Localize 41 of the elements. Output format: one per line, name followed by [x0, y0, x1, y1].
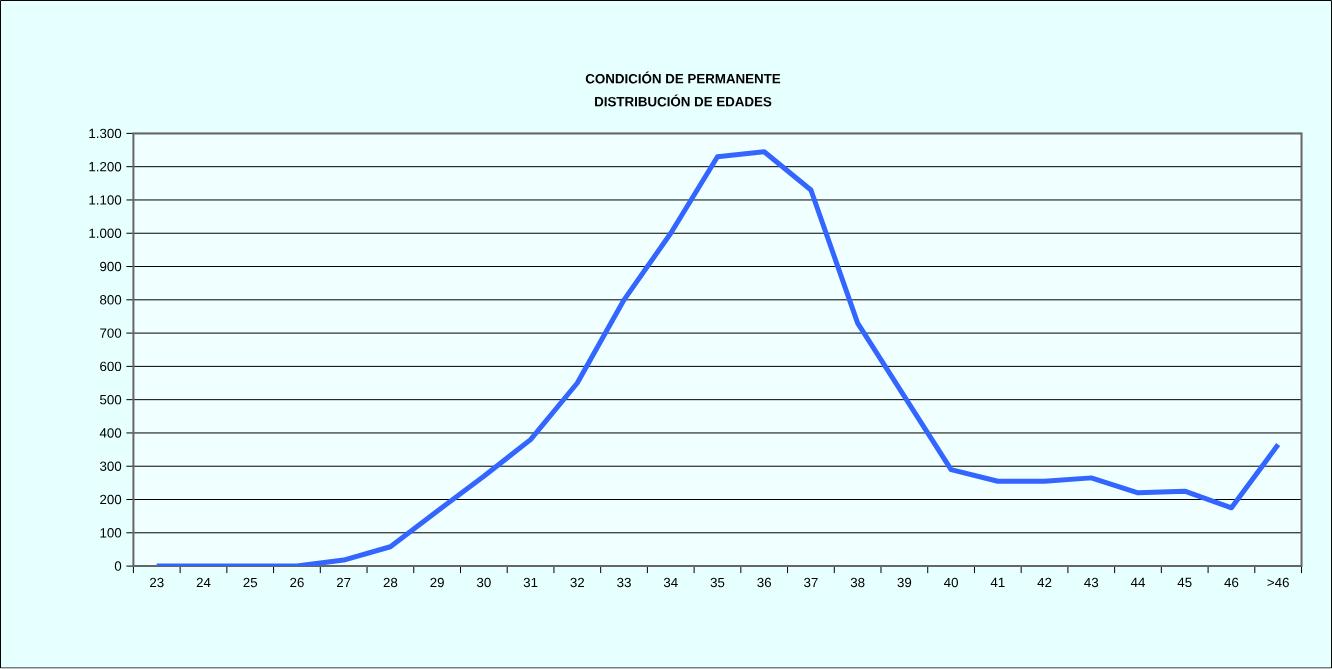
- y-tick-label: 200: [100, 495, 122, 505]
- chart-title: CONDICIÓN DE PERMANENTE: [585, 71, 781, 84]
- x-tick-label: 34: [663, 578, 678, 588]
- x-tick-label: 31: [523, 578, 538, 588]
- x-tick-label: 33: [617, 578, 631, 588]
- y-tick-label: 700: [100, 328, 122, 339]
- x-tick-label: 30: [476, 578, 491, 588]
- y-tick-label: 500: [100, 395, 122, 405]
- x-tick-label: 23: [150, 578, 164, 588]
- x-tick-label: 43: [1084, 578, 1099, 588]
- x-tick-label: >46: [1267, 578, 1289, 588]
- x-tick-label: 46: [1224, 578, 1239, 588]
- x-tick-label: 44: [1130, 578, 1146, 588]
- x-tick-label: 27: [336, 578, 351, 588]
- chart-subtitle: DISTRIBUCIÓN DE EDADES: [595, 94, 772, 107]
- x-tick-label: 32: [570, 578, 585, 588]
- x-tick-label: 38: [850, 578, 865, 588]
- x-tick-label: 26: [290, 578, 304, 588]
- y-tick-label: 900: [100, 262, 122, 272]
- x-tick-label: 25: [243, 578, 258, 588]
- x-tick-label: 35: [710, 578, 725, 588]
- x-tick-label: 37: [804, 578, 818, 588]
- y-tick-label: 1.000: [89, 228, 122, 239]
- x-tick-label: 28: [383, 578, 398, 588]
- x-tick-label: 29: [430, 578, 444, 588]
- y-tick-label: 1.100: [89, 195, 122, 205]
- x-tick-label: 42: [1037, 578, 1052, 588]
- y-tick-label: 1.200: [89, 162, 122, 172]
- x-tick-label: 41: [990, 578, 1005, 588]
- y-tick-label: 1.300: [89, 128, 122, 139]
- x-tick-label: 40: [944, 578, 958, 588]
- y-tick-label: 600: [100, 361, 122, 372]
- y-tick-label: 0: [114, 561, 122, 572]
- y-tick-label: 800: [100, 295, 122, 305]
- y-tick-label: 400: [99, 428, 122, 438]
- x-tick-label: 24: [196, 578, 211, 588]
- y-tick-label: 100: [100, 528, 122, 538]
- y-tick-label: 300: [99, 461, 122, 472]
- x-tick-label: 39: [897, 578, 912, 588]
- x-tick-label: 36: [757, 578, 772, 588]
- x-tick-label: 45: [1177, 578, 1192, 588]
